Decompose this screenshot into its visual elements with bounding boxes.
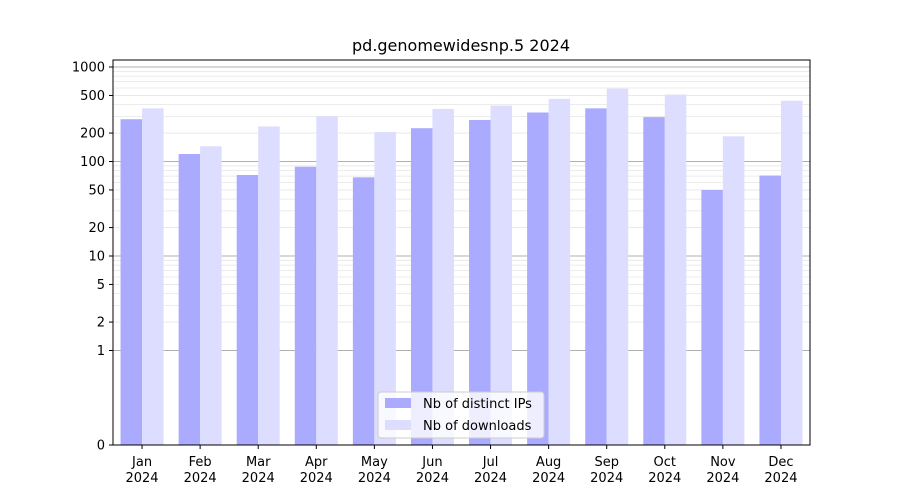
- bar-downloads: [142, 108, 164, 445]
- x-tick-label-month: Jun: [421, 455, 442, 470]
- plot-frame: [112, 59, 811, 446]
- y-tick-label: 100: [80, 155, 105, 170]
- bar-distinct-ips: [352, 177, 375, 445]
- legend-label-downloads: Nb of downloads: [423, 419, 532, 434]
- x-tick-label-month: Dec: [768, 455, 793, 470]
- y-tick-label: 50: [88, 183, 105, 198]
- x-tick-label-year: 2024: [184, 471, 217, 486]
- y-tick-label: 200: [80, 127, 105, 142]
- bar-distinct-ips: [469, 119, 491, 445]
- x-tick-label-month: Sep: [594, 455, 619, 470]
- bar-downloads: [548, 98, 571, 445]
- chart-title: pd.genomewidesnp.5 2024: [352, 36, 570, 55]
- x-tick-label-month: Apr: [305, 455, 328, 470]
- bar-downloads: [258, 126, 280, 446]
- bar-distinct-ips: [701, 189, 723, 445]
- x-tick-label-year: 2024: [358, 471, 391, 486]
- y-tick-label: 20: [88, 221, 105, 236]
- bar-distinct-ips: [410, 128, 433, 445]
- grid-layer: [113, 66, 810, 351]
- bar-downloads: [374, 132, 396, 446]
- bar-distinct-ips: [294, 166, 317, 445]
- bar-downloads: [490, 105, 513, 445]
- bar-downloads: [664, 94, 687, 446]
- bar-distinct-ips: [643, 117, 665, 446]
- bar-downloads: [606, 88, 629, 446]
- y-tick-label: 2: [97, 316, 105, 331]
- legend-swatch-distinct-ips: [385, 398, 411, 408]
- x-tick-label-year: 2024: [648, 471, 681, 486]
- legend-box: [377, 391, 545, 439]
- y-axis: 0 1 2 5 10 20 50 100 200 500 1000: [72, 61, 113, 454]
- bar-downloads: [432, 108, 454, 445]
- legend: Nb of distinct IPs Nb of downloads: [377, 391, 545, 439]
- bar-downloads: [780, 100, 803, 445]
- y-tick-label: 1: [97, 344, 105, 359]
- x-tick-label-year: 2024: [125, 471, 158, 486]
- x-tick-label-year: 2024: [300, 471, 333, 486]
- bar-distinct-ips: [759, 175, 781, 445]
- bar-downloads: [316, 116, 338, 445]
- x-axis: Jan2024Feb2024Mar2024Apr2024May2024Jun20…: [125, 445, 798, 486]
- y-tick-label: 5: [97, 278, 105, 293]
- bar-downloads: [200, 146, 222, 445]
- x-tick-label-year: 2024: [416, 471, 449, 486]
- y-tick-label: 1000: [72, 61, 105, 76]
- y-tick-label: 500: [80, 89, 105, 104]
- x-tick-label-year: 2024: [474, 471, 507, 486]
- x-tick-label-month: Jul: [482, 455, 499, 470]
- x-tick-label-month: Jan: [131, 455, 152, 470]
- bars-layer: [120, 88, 803, 446]
- bar-distinct-ips: [120, 119, 143, 446]
- y-tick-label: 10: [88, 250, 105, 265]
- x-tick-label-year: 2024: [706, 471, 739, 486]
- x-tick-label-year: 2024: [590, 471, 623, 486]
- bar-distinct-ips: [527, 112, 549, 446]
- x-tick-label-year: 2024: [764, 471, 797, 486]
- x-tick-label-year: 2024: [532, 471, 565, 486]
- bar-distinct-ips: [178, 154, 201, 445]
- x-tick-label-month: Feb: [189, 455, 212, 470]
- x-tick-label-month: Aug: [536, 455, 561, 470]
- bar-downloads: [722, 136, 745, 446]
- x-tick-label-month: Oct: [654, 455, 676, 470]
- legend-swatch-downloads: [385, 420, 411, 430]
- x-tick-label-month: Mar: [246, 455, 271, 470]
- x-tick-label-year: 2024: [242, 471, 275, 486]
- x-tick-label-month: May: [361, 455, 388, 470]
- bar-distinct-ips: [585, 108, 607, 445]
- legend-label-distinct-ips: Nb of distinct IPs: [423, 397, 532, 412]
- x-tick-label-month: Nov: [710, 455, 736, 470]
- bar-distinct-ips: [236, 174, 259, 445]
- y-tick-label: 0: [97, 439, 105, 454]
